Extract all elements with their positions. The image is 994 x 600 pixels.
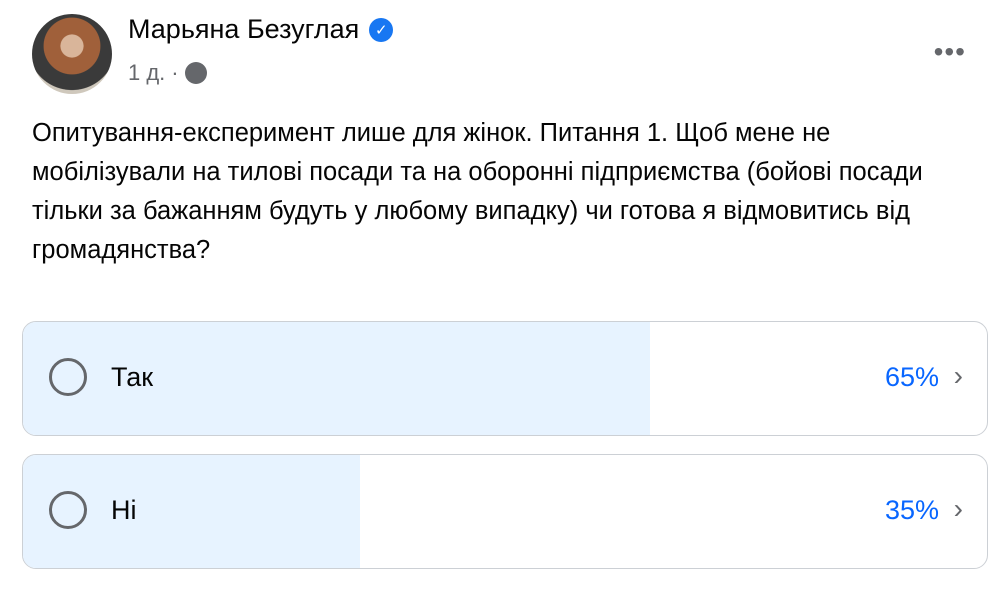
verified-badge-icon: ✓ xyxy=(369,17,394,42)
poll-option-label: Так xyxy=(111,362,154,392)
poll-option-fill xyxy=(23,322,650,435)
poll-option[interactable]: Ні 35% › xyxy=(22,454,988,569)
radio-icon[interactable] xyxy=(49,358,87,396)
author-row: Марьяна Безуглая ✓ xyxy=(128,14,394,45)
poll-option-percent: 65% xyxy=(884,362,939,392)
poll-option[interactable]: Так 65% › xyxy=(22,321,988,436)
poll-option-label: Ні xyxy=(111,495,137,525)
separator: · xyxy=(171,60,179,85)
post-time[interactable]: 1 д. xyxy=(128,60,166,85)
poll-option-percent: 35% xyxy=(884,495,939,525)
author-name[interactable]: Марьяна Безуглая xyxy=(128,14,360,44)
avatar[interactable] xyxy=(32,14,112,94)
chevron-right-icon[interactable]: › xyxy=(953,493,963,524)
radio-icon[interactable] xyxy=(49,491,87,529)
post-text: Опитування-експеримент лише для жінок. П… xyxy=(32,119,923,264)
globe-icon xyxy=(184,62,207,84)
chevron-right-icon[interactable]: › xyxy=(953,360,963,391)
more-options-icon[interactable]: ••• xyxy=(933,36,966,67)
post-meta: 1 д. · xyxy=(128,60,207,86)
